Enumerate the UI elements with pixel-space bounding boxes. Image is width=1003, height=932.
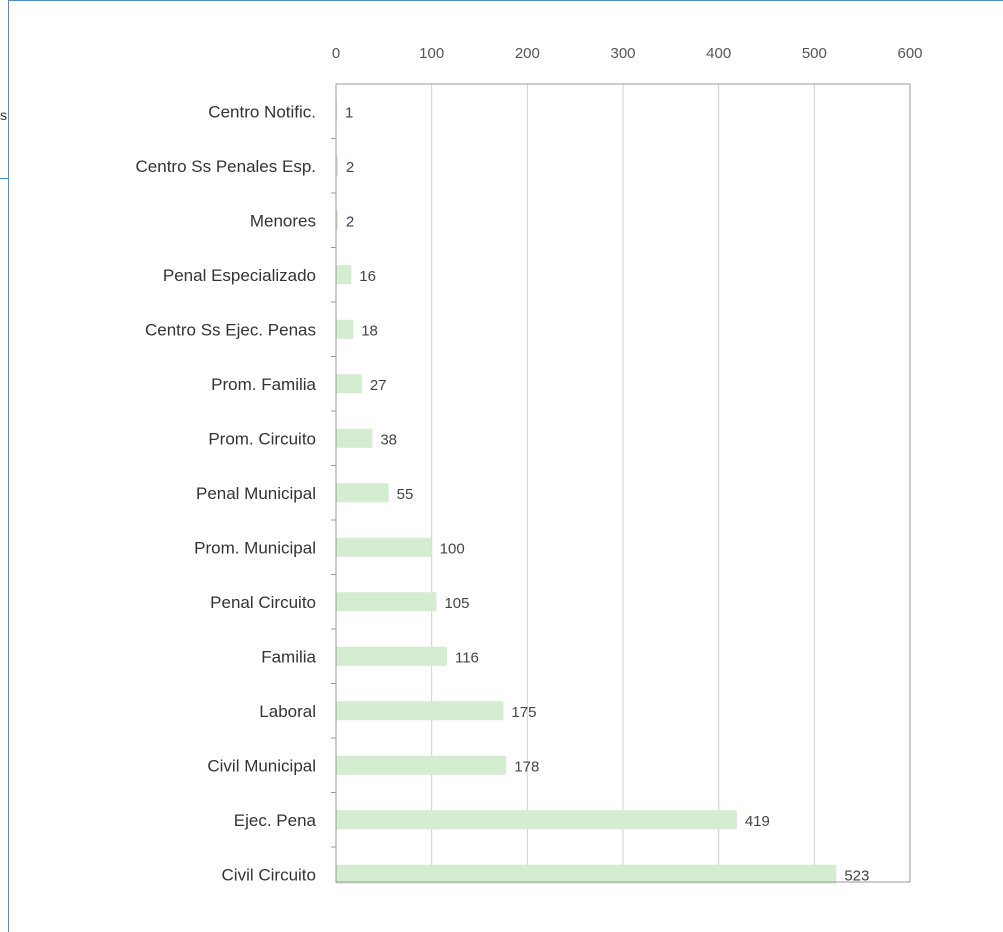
bar xyxy=(336,483,389,503)
category-label: Centro Ss Ejec. Penas xyxy=(145,320,316,339)
value-label: 419 xyxy=(745,813,770,830)
value-label: 38 xyxy=(380,431,397,448)
grid-lines xyxy=(431,84,815,882)
bar xyxy=(336,810,737,830)
bar xyxy=(336,265,352,285)
value-label: 16 xyxy=(359,268,376,285)
x-tick-label: 100 xyxy=(419,45,444,62)
x-tick-label: 0 xyxy=(332,45,340,62)
value-label: 523 xyxy=(844,867,869,884)
frame-top-border xyxy=(8,0,1003,1)
category-label: Penal Especializado xyxy=(163,266,316,285)
category-label: Civil Municipal xyxy=(207,756,316,775)
value-label: 1 xyxy=(345,104,353,121)
x-tick-label: 400 xyxy=(706,45,731,62)
x-tick-label: 600 xyxy=(897,45,922,62)
x-tick-label: 300 xyxy=(610,45,635,62)
bar xyxy=(336,156,338,176)
bar xyxy=(336,755,507,775)
frame-stub-text: s xyxy=(0,107,7,123)
category-labels: Centro Notific. Centro Ss Penales Esp. Men… xyxy=(136,102,317,884)
value-label: 178 xyxy=(514,758,539,775)
frame-stub-line xyxy=(0,178,9,179)
bar xyxy=(336,210,338,230)
bar xyxy=(336,701,504,721)
x-tick-label: 200 xyxy=(515,45,540,62)
bar xyxy=(336,428,373,448)
value-label: 105 xyxy=(444,595,469,612)
category-label: Penal Circuito xyxy=(210,593,316,612)
category-label: Prom. Circuito xyxy=(208,429,316,448)
bar xyxy=(336,537,432,557)
bar xyxy=(336,319,354,339)
value-label: 27 xyxy=(370,377,387,394)
y-axis-ticks xyxy=(331,138,336,848)
value-label: 2 xyxy=(346,159,354,176)
bar xyxy=(336,646,447,666)
x-axis-tick-labels: 0 100 200 300 400 500 600 xyxy=(332,45,923,62)
value-label: 116 xyxy=(455,649,479,666)
category-label: Civil Circuito xyxy=(222,865,316,884)
plot-area-border xyxy=(335,83,911,883)
category-label: Penal Municipal xyxy=(196,484,316,503)
frame-left-border xyxy=(8,0,9,932)
bar xyxy=(336,592,437,612)
value-label: 100 xyxy=(440,540,465,557)
bars xyxy=(336,101,837,884)
value-label: 55 xyxy=(397,486,414,503)
category-label: Ejec. Pena xyxy=(234,811,317,830)
value-label: 2 xyxy=(346,213,354,230)
category-label: Familia xyxy=(261,647,316,666)
bar xyxy=(336,374,362,394)
category-label: Centro Notific. xyxy=(208,102,316,121)
bar xyxy=(336,864,837,884)
category-label: Laboral xyxy=(259,702,316,721)
value-label: 175 xyxy=(511,704,536,721)
category-label: Menores xyxy=(250,211,316,230)
category-label: Prom. Familia xyxy=(211,375,316,394)
x-tick-label: 500 xyxy=(802,45,827,62)
category-label: Prom. Municipal xyxy=(194,538,316,557)
category-label: Centro Ss Penales Esp. xyxy=(136,157,316,176)
value-label: 18 xyxy=(361,322,378,339)
value-labels: 1 2 2 16 18 27 38 55 100 105 116 175 178 419 523 xyxy=(345,104,869,884)
